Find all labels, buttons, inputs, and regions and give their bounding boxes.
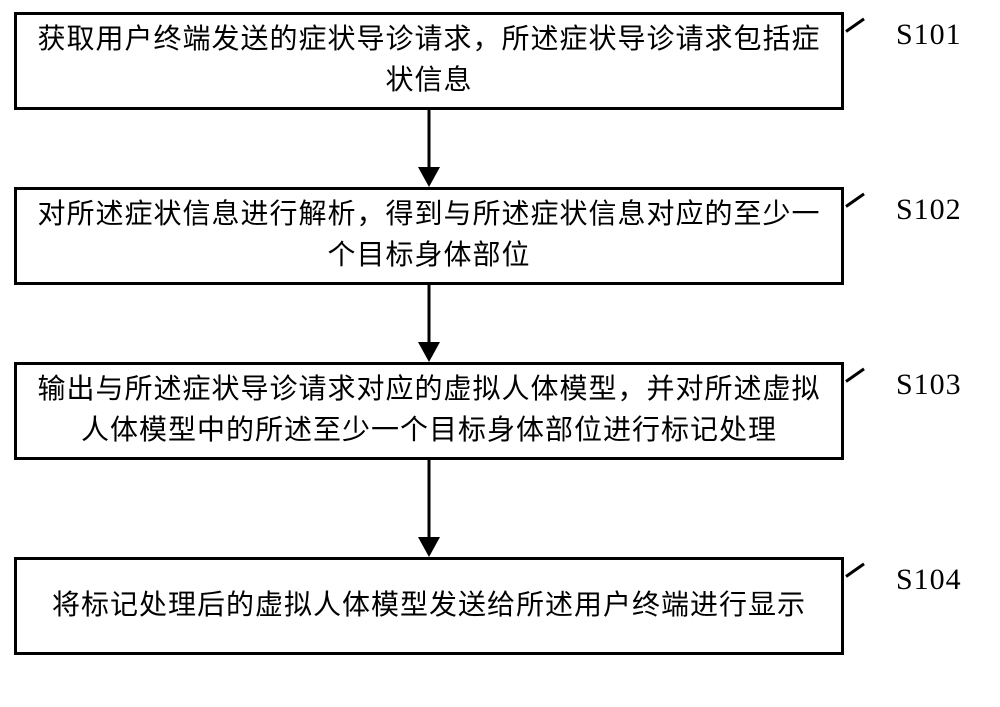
arrow-head-3 [418, 537, 440, 557]
flowchart-canvas: 获取用户终端发送的症状导诊请求，所述症状导诊请求包括症状信息 S101 对所述症状信… [0, 0, 1000, 707]
arrow-head-1 [418, 167, 440, 187]
step-label-s102: S102 [896, 193, 962, 227]
label-tick [845, 18, 865, 33]
step-text: 输出与所述症状导诊请求对应的虚拟人体模型，并对所述虚拟人体模型中的所述至少一个目… [29, 370, 829, 451]
step-label-s101: S101 [896, 18, 962, 52]
label-tick [845, 368, 865, 383]
step-text: 将标记处理后的虚拟人体模型发送给所述用户终端进行显示 [52, 586, 806, 627]
label-tick [845, 193, 865, 208]
step-box-s103: 输出与所述症状导诊请求对应的虚拟人体模型，并对所述虚拟人体模型中的所述至少一个目… [14, 362, 844, 460]
step-label-s104: S104 [896, 563, 962, 597]
step-box-s104: 将标记处理后的虚拟人体模型发送给所述用户终端进行显示 [14, 557, 844, 655]
step-box-s102: 对所述症状信息进行解析，得到与所述症状信息对应的至少一个目标身体部位 [14, 187, 844, 285]
step-text: 对所述症状信息进行解析，得到与所述症状信息对应的至少一个目标身体部位 [29, 195, 829, 276]
step-text: 获取用户终端发送的症状导诊请求，所述症状导诊请求包括症状信息 [29, 20, 829, 101]
label-tick [845, 563, 865, 578]
step-label-s103: S103 [896, 368, 962, 402]
arrow-head-2 [418, 342, 440, 362]
step-box-s101: 获取用户终端发送的症状导诊请求，所述症状导诊请求包括症状信息 [14, 12, 844, 110]
